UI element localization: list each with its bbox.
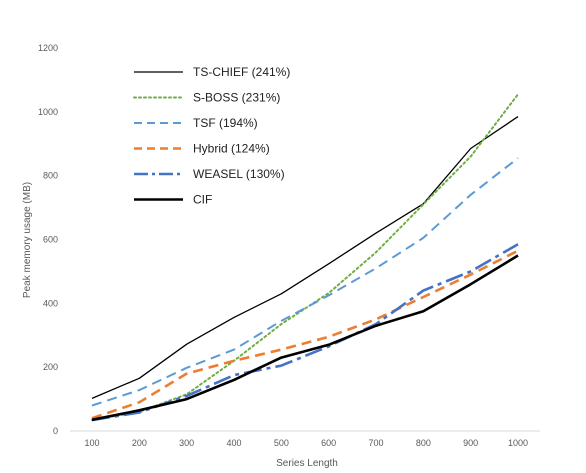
x-tick-label: 200 [132, 438, 147, 448]
legend-label: S-BOSS (231%) [193, 91, 280, 105]
series-line [91, 93, 519, 421]
x-tick-label: 300 [179, 438, 194, 448]
y-tick-labels: 0 200 400 600 800 1000 1200 [38, 43, 58, 436]
x-tick-label: 900 [463, 438, 478, 448]
legend-label: TSF (194%) [193, 116, 258, 130]
legend-label: WEASEL (130%) [193, 167, 285, 181]
x-tick-label: 800 [416, 438, 431, 448]
legend-label: CIF [193, 193, 212, 207]
legend-label: TS-CHIEF (241%) [193, 65, 290, 79]
y-tick-label: 0 [53, 426, 58, 436]
series-line [91, 254, 519, 422]
x-tick-label: 1000 [508, 438, 528, 448]
x-tick-label: 100 [84, 438, 99, 448]
y-tick-label: 1000 [38, 107, 58, 117]
x-tick-labels: 100 200 300 400 500 600 700 800 900 1000 [84, 438, 528, 448]
series-lines [91, 93, 519, 422]
y-tick-label: 200 [43, 362, 58, 372]
x-tick-label: 600 [321, 438, 336, 448]
y-tick-label: 800 [43, 171, 58, 181]
y-axis-title: Peak memory usage (MB) [22, 182, 33, 298]
y-tick-label: 600 [43, 235, 58, 245]
x-tick-label: 500 [274, 438, 289, 448]
x-axis-title: Series Length [276, 458, 338, 469]
y-tick-label: 400 [43, 298, 58, 308]
legend: TS-CHIEF (241%) S-BOSS (231%) TSF (194%) Hy… [133, 65, 290, 207]
legend-label: Hybrid (124%) [193, 142, 270, 156]
series-line [91, 249, 519, 420]
y-tick-label: 1200 [38, 43, 58, 53]
x-tick-label: 400 [226, 438, 241, 448]
series-line [91, 116, 519, 399]
series-line [91, 157, 519, 407]
x-tick-label: 700 [368, 438, 383, 448]
